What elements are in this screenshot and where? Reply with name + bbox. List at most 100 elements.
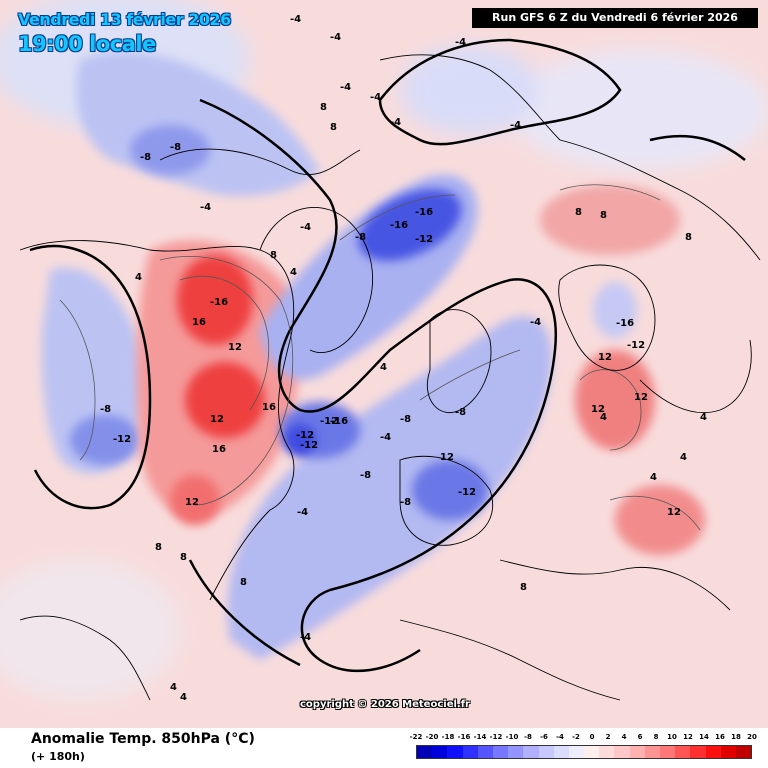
contour-label: -16 — [210, 297, 228, 308]
scale-tick-label: 4 — [621, 733, 627, 741]
contour-label: 16 — [262, 402, 276, 413]
scale-tick-label: -20 — [425, 733, 439, 741]
contour-label: -16 — [390, 220, 408, 231]
contour-label: -12 — [296, 430, 314, 441]
contour-label: 8 — [685, 232, 692, 243]
contour-label: -8 — [455, 407, 466, 418]
scale-cell — [462, 746, 478, 758]
contour-label: 12 — [228, 342, 242, 353]
scale-tick-label: 20 — [747, 733, 757, 741]
contour-label: -4 — [370, 92, 381, 103]
scale-tick-label: -22 — [409, 733, 423, 741]
contour-label: -8 — [400, 497, 411, 508]
contour-label: -4 — [530, 317, 541, 328]
contour-label: -12 — [320, 416, 338, 427]
contour-label: -4 — [340, 82, 351, 93]
contour-label: 8 — [270, 250, 277, 261]
scale-tick-label: -4 — [556, 733, 564, 741]
contour-label: -4 — [390, 117, 401, 128]
contour-label: -4 — [200, 202, 211, 213]
scale-tick-label: -8 — [524, 733, 532, 741]
anomaly-map: -4 -4 -4 -4 -8 -8 -4 8 8 -4 -16 -16 -12 -8 -4 -4 -4 -16 16… — [0, 0, 768, 728]
scale-tick-label: -10 — [505, 733, 519, 741]
scale-cell — [523, 746, 539, 758]
scale-cell — [690, 746, 706, 758]
contour-label: 8 — [600, 210, 607, 221]
contour-label: -8 — [355, 232, 366, 243]
contour-label: 8 — [575, 207, 582, 218]
contour-label: -12 — [113, 434, 131, 445]
contour-label: 8 — [240, 577, 247, 588]
scale-cell — [538, 746, 554, 758]
copyright-notice: copyright © 2026 Meteociel.fr — [300, 699, 470, 710]
contour-label: -4 — [300, 632, 311, 643]
contour-label: 4 — [290, 267, 297, 278]
contour-label: -16 — [616, 318, 634, 329]
contour-label: -4 — [300, 222, 311, 233]
scale-cell — [675, 746, 691, 758]
scale-tick-label: 16 — [715, 733, 725, 741]
contour-label: 4 — [180, 692, 187, 703]
scale-cell — [660, 746, 676, 758]
scale-cell — [568, 746, 585, 758]
contour-label: -4 — [455, 37, 466, 48]
scale-cell — [614, 746, 630, 758]
coastlines — [19, 54, 761, 701]
contour-label: 12 — [591, 404, 605, 415]
scale-tick-label: -18 — [441, 733, 455, 741]
contour-label: -12 — [300, 440, 318, 451]
contour-label: -4 — [510, 120, 521, 131]
legend-footer: Anomalie Temp. 850hPa (°C) (+ 180h) -22-… — [0, 728, 768, 768]
contour-label: 12 — [598, 352, 612, 363]
contour-label: -8 — [100, 404, 111, 415]
scale-tick-label: 8 — [653, 733, 659, 741]
contour-label: 4 — [600, 412, 607, 423]
contour-label: 4 — [700, 412, 707, 423]
contour-label: 8 — [180, 552, 187, 563]
contour-label: -8 — [360, 470, 371, 481]
scale-cell — [417, 746, 433, 758]
cold-anomaly-western-us — [41, 267, 145, 474]
valid-time: 19:00 locale — [18, 32, 156, 56]
contour-label: -4 — [330, 32, 341, 43]
scale-cell — [492, 746, 509, 758]
scale-tick-label: 2 — [605, 733, 611, 741]
valid-date: Vendredi 13 février 2026 — [18, 10, 231, 29]
scale-tick-label: -12 — [489, 733, 503, 741]
contour-label: -8 — [400, 414, 411, 425]
scale-tick-label: 12 — [683, 733, 693, 741]
scale-cell — [599, 746, 615, 758]
scale-cell — [705, 746, 721, 758]
scale-cell — [553, 746, 569, 758]
contour-label: 4 — [170, 682, 177, 693]
scale-tick-label: -2 — [572, 733, 580, 741]
cold-anomaly-canada — [76, 51, 320, 197]
scale-cell — [447, 746, 463, 758]
contour-label: 8 — [155, 542, 162, 553]
contour-labels: -4-4-4-4-8-8-488 -4-16-16-12-8-4-4-4-1616… — [100, 14, 707, 703]
map-canvas: -4-4-4-4-8-8-488 -4-16-16-12-8-4-4-4-1616… — [0, 0, 768, 703]
scale-cell — [432, 746, 448, 758]
scale-cell — [477, 746, 493, 758]
contour-label: -16 — [330, 416, 348, 427]
contour-lines — [59, 184, 701, 531]
contour-label: -4 — [290, 14, 301, 25]
contour-label: -12 — [458, 487, 476, 498]
contour-label: -4 — [297, 507, 308, 518]
scale-cell — [629, 746, 645, 758]
contour-label: 16 — [212, 444, 226, 455]
contour-label: -12 — [415, 234, 433, 245]
scale-tick-label: -16 — [457, 733, 471, 741]
contour-label: 12 — [440, 452, 454, 463]
scale-tick-label: 18 — [731, 733, 741, 741]
contour-label: -8 — [170, 142, 181, 153]
contour-label: 4 — [680, 452, 687, 463]
contour-label: -12 — [627, 340, 645, 351]
color-scale-bar — [416, 745, 752, 759]
scale-cell — [644, 746, 660, 758]
contour-label: -16 — [415, 207, 433, 218]
scale-tick-label: -14 — [473, 733, 487, 741]
contour-label: 12 — [667, 507, 681, 518]
scale-cell — [720, 746, 736, 758]
contour-label: 4 — [135, 272, 142, 283]
